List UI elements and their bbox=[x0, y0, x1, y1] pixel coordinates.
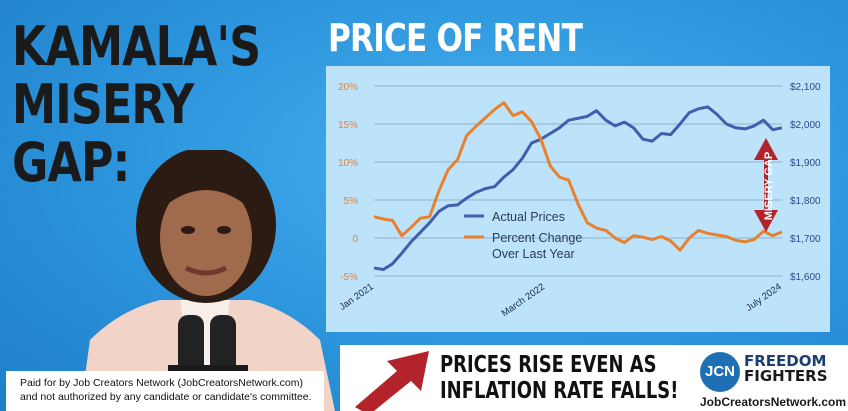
logo-url: JobCreatorsNetwork.com bbox=[700, 395, 847, 409]
chart-panel bbox=[326, 66, 830, 332]
x-tick-label: March 2022 bbox=[500, 281, 547, 319]
chart-title: PRICE OF RENT bbox=[328, 16, 583, 60]
misery-gap-annotation: MISERY GAP bbox=[754, 138, 778, 232]
rent-chart: 20% 15% 10% 5% 0 -5% $2,100 $2,000 $1,900 $1,800… bbox=[337, 82, 821, 319]
left-tick-label: 20% bbox=[338, 82, 358, 93]
right-tick-label: $2,100 bbox=[790, 82, 821, 93]
percent-change-line bbox=[373, 101, 783, 252]
disclaimer-line-1: Paid for by Job Creators Network (JobCre… bbox=[20, 377, 304, 389]
left-axis-ticks: 20% 15% 10% 5% 0 -5% bbox=[338, 82, 358, 283]
right-tick-label: $1,700 bbox=[790, 234, 821, 245]
right-tick-label: $2,000 bbox=[790, 120, 821, 131]
tagline: PRICES RISE EVEN AS INFLATION RATE FALLS… bbox=[440, 352, 678, 404]
left-tick-label: 15% bbox=[338, 120, 358, 131]
logo-word-1: FREEDOM bbox=[744, 352, 827, 370]
headline-line-3: GAP: bbox=[12, 131, 130, 194]
legend-label-percent-2: Over Last Year bbox=[492, 247, 575, 261]
legend: Actual Prices Percent Change Over Last Y… bbox=[464, 210, 582, 261]
logo-word-2: FIGHTERS bbox=[744, 367, 828, 385]
gap-arrow-up bbox=[754, 138, 778, 160]
left-tick-label: 10% bbox=[338, 158, 358, 169]
headline-line-2: MISERY bbox=[12, 73, 194, 136]
right-tick-label: $1,900 bbox=[790, 158, 821, 169]
headline: KAMALA'S MISERY GAP: bbox=[12, 15, 261, 194]
legend-label-percent-1: Percent Change bbox=[492, 231, 582, 245]
logo-wordmark: FREEDOM FIGHTERS bbox=[744, 354, 828, 384]
actual-prices-line bbox=[373, 105, 783, 271]
chart-grid bbox=[374, 85, 782, 277]
x-axis-labels: Jan 2021 March 2022 July 2024 bbox=[337, 281, 783, 319]
gap-arrow-down bbox=[754, 210, 778, 232]
logo-mark: JCN bbox=[700, 352, 740, 392]
x-tick-label: July 2024 bbox=[744, 281, 784, 313]
left-tick-label: 5% bbox=[344, 196, 359, 207]
headline-line-1: KAMALA'S bbox=[12, 15, 261, 78]
disclaimer-line-2: and not authorized by any candidate or c… bbox=[20, 391, 312, 403]
tagline-line-2: INFLATION RATE FALLS! bbox=[440, 378, 679, 404]
left-tick-label: 0 bbox=[352, 234, 358, 245]
right-axis-ticks: $2,100 $2,000 $1,900 $1,800 $1,700 $1,600 bbox=[790, 82, 821, 283]
legend-label-actual: Actual Prices bbox=[492, 210, 565, 224]
gap-label: MISERY GAP bbox=[763, 152, 775, 220]
right-tick-label: $1,800 bbox=[790, 196, 821, 207]
tagline-line-1: PRICES RISE EVEN AS bbox=[440, 352, 657, 378]
jcn-logo: JCN FREEDOM FIGHTERS JobCreatorsNetwork.… bbox=[700, 352, 846, 410]
right-tick-label: $1,600 bbox=[790, 272, 821, 283]
left-tick-label: -5% bbox=[340, 272, 358, 283]
disclaimer-box: Paid for by Job Creators Network (JobCre… bbox=[6, 371, 324, 411]
arrow-icon bbox=[355, 351, 429, 411]
